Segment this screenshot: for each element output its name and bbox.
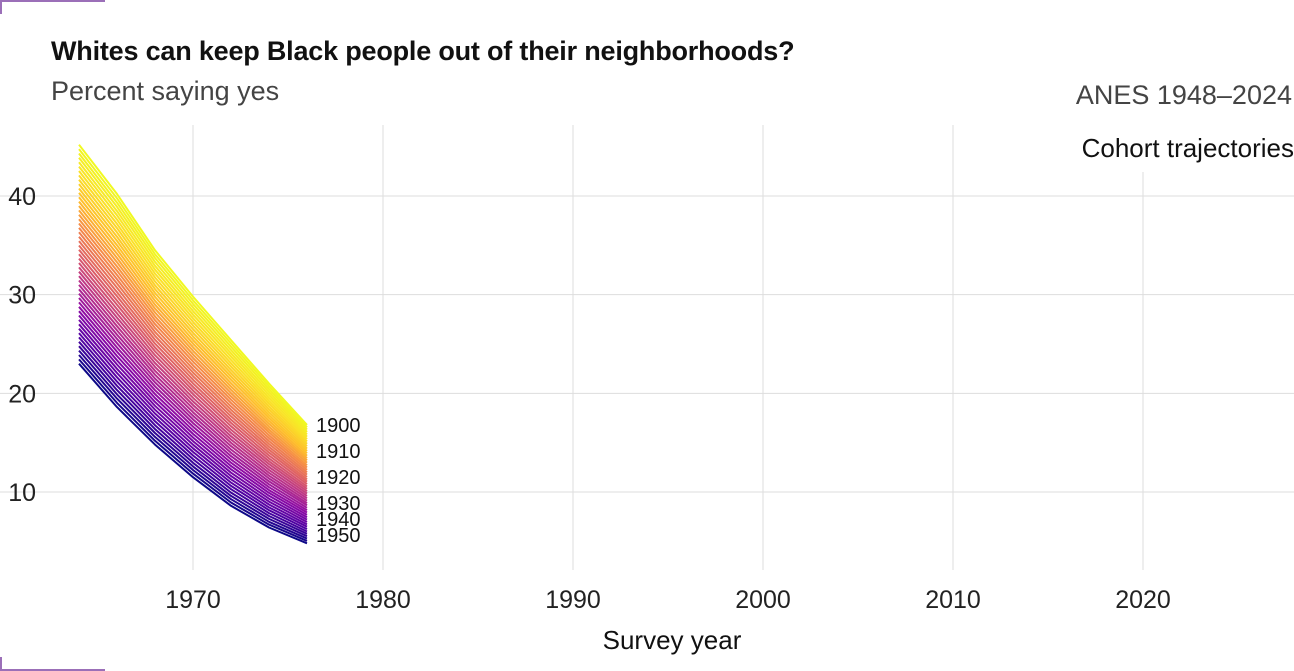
cohort-line-1934 bbox=[78, 292, 308, 507]
x-tick-2010: 2010 bbox=[925, 586, 981, 614]
cohort-line-1923 bbox=[78, 244, 308, 481]
cohort-line-1945 bbox=[78, 341, 308, 533]
cohort-line-1942 bbox=[78, 328, 308, 526]
end-label-1920: 1920 bbox=[316, 467, 361, 489]
end-label-1900: 1900 bbox=[316, 415, 361, 437]
end-label-1950: 1950 bbox=[316, 525, 361, 547]
chart-subtitle: Percent saying yes bbox=[51, 76, 280, 106]
cohort-line-1947 bbox=[78, 349, 308, 538]
cohort-line-1950 bbox=[78, 363, 308, 545]
cohort-line-1943 bbox=[78, 332, 308, 528]
cohort-line-1908 bbox=[78, 179, 308, 445]
cohort-line-1930 bbox=[78, 275, 308, 497]
cohort-line-1929 bbox=[78, 271, 308, 495]
frame-corner-bottom-vertical bbox=[0, 657, 2, 671]
cohort-line-1905 bbox=[78, 165, 308, 438]
y-tick-10: 10 bbox=[8, 479, 36, 507]
cohort-line-1944 bbox=[78, 336, 308, 530]
cohort-line-1912 bbox=[78, 196, 308, 455]
y-tick-30: 30 bbox=[8, 282, 36, 310]
frame-corner-bottom bbox=[0, 669, 105, 671]
cohort-line-1903 bbox=[78, 157, 308, 433]
cohort-line-1918 bbox=[78, 222, 308, 469]
end-label-1910: 1910 bbox=[316, 441, 361, 463]
chart-source: ANES 1948–2024 bbox=[1075, 80, 1292, 110]
cohort-line-1925 bbox=[78, 253, 308, 485]
cohort-line-1907 bbox=[78, 174, 308, 443]
x-tick-2000: 2000 bbox=[735, 586, 791, 614]
cohort-line-1939 bbox=[78, 314, 308, 519]
cohort-line-1906 bbox=[78, 170, 308, 440]
end-label-1940: 1940 bbox=[316, 509, 361, 531]
cohort-line-1927 bbox=[78, 262, 308, 490]
x-axis-title: Survey year bbox=[603, 625, 742, 655]
chart-title: Whites can keep Black people out of thei… bbox=[51, 36, 795, 66]
cohort-line-1941 bbox=[78, 323, 308, 523]
cohort-line-1926 bbox=[78, 257, 308, 488]
x-tick-labels: 1970 1980 1990 2000 2010 2020 bbox=[165, 586, 1171, 614]
cohort-line-1919 bbox=[78, 227, 308, 471]
cohort-line-1928 bbox=[78, 266, 308, 493]
cohort-line-1933 bbox=[78, 288, 308, 504]
cohort-line-1917 bbox=[78, 218, 308, 466]
y-tick-40: 40 bbox=[8, 183, 36, 211]
cohort-line-1916 bbox=[78, 214, 308, 464]
cohort-line-1904 bbox=[78, 161, 308, 436]
legend-title: Cohort trajectories bbox=[1081, 133, 1294, 163]
cohort-line-1937 bbox=[78, 306, 308, 514]
cohort-line-1922 bbox=[78, 240, 308, 478]
x-tick-2020: 2020 bbox=[1115, 586, 1171, 614]
y-tick-20: 20 bbox=[8, 380, 36, 408]
cohort-line-1935 bbox=[78, 297, 308, 509]
cohort-line-1931 bbox=[78, 279, 308, 500]
x-tick-1980: 1980 bbox=[355, 586, 411, 614]
cohort-line-1946 bbox=[78, 345, 308, 535]
cohort-line-1910 bbox=[78, 187, 308, 450]
cohort-line-1920 bbox=[78, 231, 308, 474]
cohort-line-1901 bbox=[78, 148, 308, 428]
y-tick-labels: 10 20 30 40 bbox=[8, 183, 36, 507]
cohort-line-1914 bbox=[78, 205, 308, 459]
cohort-line-1949 bbox=[78, 358, 308, 542]
cohort-line-1915 bbox=[78, 209, 308, 462]
cohort-line-1924 bbox=[78, 249, 308, 483]
frame-corner-top bbox=[0, 0, 105, 2]
cohort-line-1913 bbox=[78, 200, 308, 457]
cohort-line-1900 bbox=[78, 144, 308, 426]
cohort-line-1938 bbox=[78, 310, 308, 516]
cohort-line-1921 bbox=[78, 236, 308, 476]
cohort-line-1932 bbox=[78, 284, 308, 502]
cohort-line-1936 bbox=[78, 301, 308, 512]
x-tick-1990: 1990 bbox=[545, 586, 601, 614]
cohort-line-1911 bbox=[78, 192, 308, 452]
x-tick-1970: 1970 bbox=[165, 586, 221, 614]
cohort-line-1909 bbox=[78, 183, 308, 447]
cohort-line-1902 bbox=[78, 152, 308, 431]
end-label-1930: 1930 bbox=[316, 493, 361, 515]
cohort-lines bbox=[78, 144, 308, 545]
frame-corner-top-vertical bbox=[0, 0, 2, 14]
cohort-line-1948 bbox=[78, 354, 308, 540]
cohort-line-1940 bbox=[78, 319, 308, 521]
